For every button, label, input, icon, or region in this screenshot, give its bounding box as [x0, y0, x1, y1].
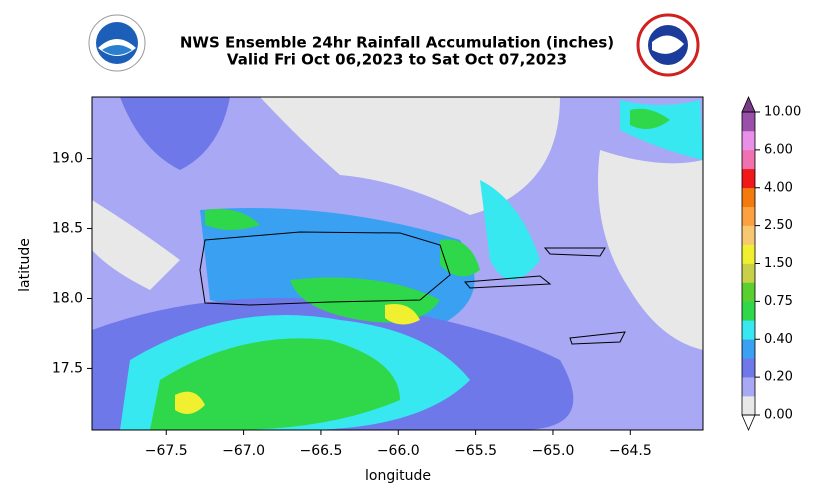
colorbar-segment	[742, 244, 755, 264]
colorbar-segment	[742, 112, 755, 132]
colorbar-segment	[742, 396, 755, 416]
y-tick-label: 19.0	[52, 151, 83, 167]
colorbar-tick-label: 1.50	[764, 256, 793, 271]
colorbar-tick-label: 10.00	[764, 105, 801, 120]
x-tick-label: −64.5	[609, 443, 652, 459]
x-tick-label: −66.5	[299, 443, 342, 459]
colorbar-tick-label: 0.20	[764, 370, 793, 385]
rainfall-field	[92, 97, 703, 430]
chart-title: NWS Ensemble 24hr Rainfall Accumulation …	[180, 34, 614, 52]
colorbar-segment	[742, 320, 755, 340]
x-tick-label: −65.5	[454, 443, 497, 459]
plot-frame	[91, 96, 704, 431]
y-tick-label: 18.5	[52, 221, 83, 237]
colorbar-segment	[742, 149, 755, 170]
colorbar-segment	[742, 168, 755, 189]
colorbar-tick-label: 2.50	[764, 218, 793, 233]
colorbar-segment	[742, 225, 755, 245]
colorbar-segment	[742, 301, 755, 321]
colorbar-tick-label: 0.00	[764, 408, 793, 423]
x-tick-label: −67.0	[222, 443, 265, 459]
x-axis-label: longitude	[365, 468, 431, 484]
noaa-logo	[88, 14, 146, 72]
colorbar-segment	[742, 282, 755, 302]
chart-subtitle: Valid Fri Oct 06,2023 to Sat Oct 07,2023	[227, 51, 567, 69]
colorbar-tick-label: 0.75	[764, 294, 793, 309]
x-tick-label: −67.5	[145, 443, 188, 459]
colorbar-segment	[742, 263, 755, 283]
colorbar-tick-label: 4.00	[764, 180, 793, 195]
nws-logo	[636, 13, 700, 77]
colorbar-segment	[742, 339, 755, 359]
colorbar-segment	[742, 377, 755, 397]
y-tick-label: 17.5	[52, 360, 83, 376]
y-tick-label: 18.0	[52, 290, 83, 306]
colorbar-segment	[742, 358, 755, 378]
colorbar-segment	[742, 130, 755, 151]
x-tick-label: −66.0	[377, 443, 420, 459]
y-axis-label: latitude	[17, 238, 33, 292]
x-tick-label: −65.0	[532, 443, 575, 459]
colorbar-tick-label: 6.00	[764, 142, 793, 157]
colorbar-tick-label: 0.40	[764, 332, 793, 347]
colorbar-segment	[742, 187, 755, 207]
colorbar-segment	[742, 206, 755, 226]
